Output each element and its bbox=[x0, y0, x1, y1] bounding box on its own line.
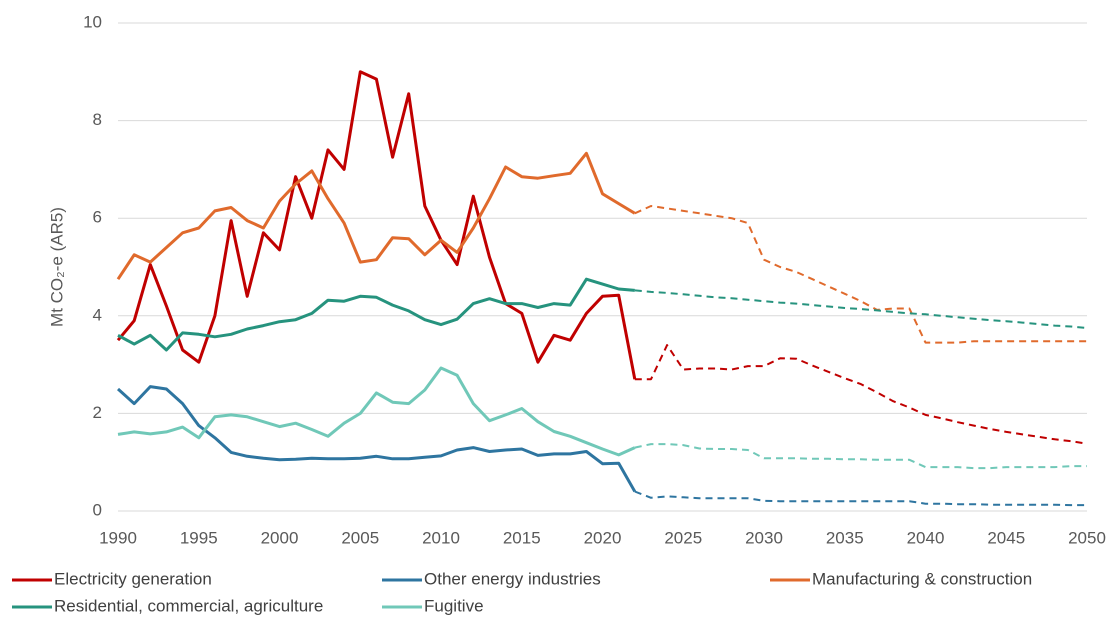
x-tick-label: 2025 bbox=[664, 528, 702, 547]
x-tick-label: 2000 bbox=[261, 528, 299, 547]
series-line bbox=[117, 277, 635, 352]
legend-label: Residential, commercial, agriculture bbox=[54, 596, 323, 615]
legend-label: Fugitive bbox=[424, 596, 484, 615]
x-tick-label: 1990 bbox=[99, 528, 137, 547]
series-line-projection bbox=[634, 490, 1087, 507]
series-line bbox=[117, 366, 636, 457]
x-tick-label: 2030 bbox=[745, 528, 783, 547]
series-line bbox=[116, 70, 637, 380]
legend-label: Other energy industries bbox=[424, 569, 601, 588]
x-tick-label: 2015 bbox=[503, 528, 541, 547]
y-tick-label: 6 bbox=[93, 208, 102, 227]
y-tick-label: 8 bbox=[93, 110, 102, 129]
x-tick-label: 2040 bbox=[907, 528, 945, 547]
legend-label: Electricity generation bbox=[54, 569, 212, 588]
y-axis-label: Mt CO₂-e (AR5) bbox=[47, 207, 66, 327]
legend-label: Manufacturing & construction bbox=[812, 569, 1032, 588]
series-line-projection bbox=[634, 289, 1088, 329]
series-line bbox=[116, 151, 636, 281]
y-tick-label: 0 bbox=[93, 500, 102, 519]
series-line-projection bbox=[634, 443, 1087, 470]
x-tick-label: 2035 bbox=[826, 528, 864, 547]
series-line-projection bbox=[634, 205, 1087, 344]
y-tick-label: 4 bbox=[93, 305, 102, 324]
series-line-projection bbox=[634, 344, 1088, 445]
x-tick-label: 2045 bbox=[987, 528, 1025, 547]
x-tick-label: 2020 bbox=[584, 528, 622, 547]
y-tick-label: 2 bbox=[93, 403, 102, 422]
x-tick-label: 2010 bbox=[422, 528, 460, 547]
x-tick-label: 2050 bbox=[1068, 528, 1106, 547]
x-tick-label: 1995 bbox=[180, 528, 218, 547]
y-tick-label: 10 bbox=[83, 12, 102, 31]
series-line bbox=[116, 385, 637, 493]
x-tick-label: 2005 bbox=[341, 528, 379, 547]
